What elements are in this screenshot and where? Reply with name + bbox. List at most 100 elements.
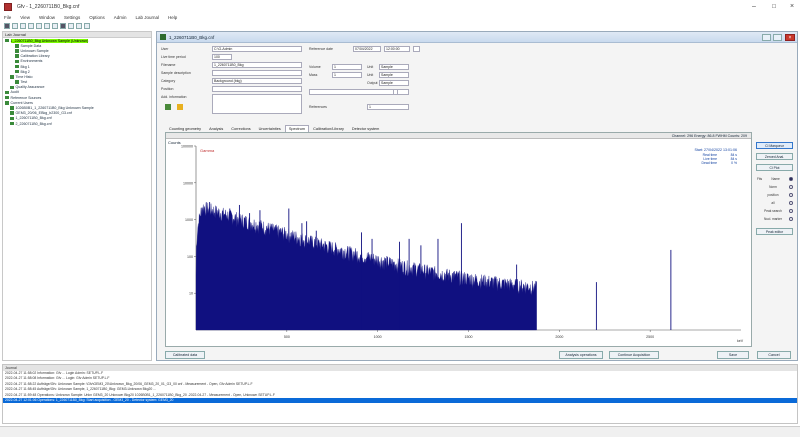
option-radio[interactable] — [789, 177, 793, 181]
chart-icon[interactable] — [76, 22, 82, 29]
journal-line[interactable]: 2022-04-27 11:58:08 Information: Gfv ...… — [5, 376, 110, 381]
tree-item[interactable]: Reference Sources — [3, 95, 151, 100]
tree-item[interactable]: Audit — [3, 90, 151, 95]
menu-options[interactable]: Options — [89, 15, 105, 20]
volume-field[interactable]: 1 — [332, 64, 362, 70]
tree-item[interactable]: GEM3_20/06_EBkg_b2300_G3.cnf — [3, 111, 151, 116]
tab-spectrum[interactable]: Spectrum — [284, 125, 310, 132]
tab-detector-system[interactable]: Detector system — [351, 127, 380, 131]
display-option[interactable]: Peak search — [757, 209, 793, 213]
tree-item[interactable]: Time Histo — [3, 74, 151, 79]
play-icon[interactable] — [60, 22, 66, 29]
continue-acquisition-button[interactable]: Continue Acquisition — [609, 351, 659, 359]
mass-field[interactable]: 1 — [332, 72, 362, 78]
analysis-operations-button[interactable]: Analysis operations — [559, 351, 603, 359]
plot-button[interactable]: Cl Plot — [756, 164, 793, 171]
tree-item-label: Bkg 1 — [20, 64, 30, 69]
output-select[interactable]: Sample — [379, 80, 409, 86]
journal-line[interactable]: 2022-04-27 11:58:02 Information: Gfv ...… — [5, 371, 104, 375]
menu-file[interactable]: File — [4, 15, 12, 20]
tree-item[interactable]: 2_2260711B0_Bkg.cnf — [3, 121, 151, 126]
cancel-button[interactable]: Cancel — [757, 351, 791, 359]
tree-item[interactable]: 1026B0B1_1_2260711B0_Bkg Unknown Sample — [3, 105, 151, 110]
tab-counting-geometry[interactable]: Counting geometry — [169, 127, 202, 131]
category-select[interactable]: Background (bkg) — [212, 78, 302, 84]
save-icon[interactable] — [4, 22, 10, 29]
display-option[interactable]: Fits Name — [757, 177, 793, 181]
calendar-icon[interactable] — [413, 46, 420, 52]
tab-uncertainties[interactable]: Uncertainties — [258, 127, 281, 131]
print-icon[interactable] — [28, 22, 34, 29]
user-field[interactable]: C:\G-Admin — [212, 46, 302, 52]
journal-line[interactable]: 2022-04-27 11:59:48 Operations: Unknown … — [5, 392, 275, 397]
new-icon[interactable] — [20, 22, 26, 29]
close-button[interactable]: × — [789, 3, 795, 10]
menu-view[interactable]: View — [20, 15, 30, 20]
tree-item[interactable]: 1_2260711B0_Bkg Unknown Sample (Unknown) — [3, 38, 151, 43]
mass-unit-select[interactable]: Sample — [379, 72, 409, 78]
tree-item[interactable]: Bkg 1 — [3, 64, 151, 69]
tree-item[interactable]: Test — [3, 80, 151, 85]
volume-unit-select[interactable]: Sample — [379, 64, 409, 70]
tree-item[interactable]: Sample Data — [3, 43, 151, 48]
option-group-label: Fits — [757, 177, 763, 181]
zero-analysis-button[interactable]: Zeroed Anal. — [756, 153, 793, 160]
tree-node-icon — [10, 121, 14, 126]
display-option[interactable]: Nucl. marker — [757, 217, 793, 221]
journal-line[interactable]: 2022-04-27 11:58:45 Aufträge/Gfv: Unknow… — [5, 387, 157, 392]
display-option[interactable]: all — [757, 201, 793, 205]
stop-icon[interactable] — [68, 22, 74, 29]
tree-item[interactable]: Current Users — [3, 100, 151, 105]
peak-editor-button[interactable]: Peak editor — [756, 228, 793, 235]
position-field[interactable] — [212, 86, 302, 92]
tree-item[interactable]: 1_2260711B0_Bkg.cnf — [3, 116, 151, 121]
menu-window[interactable]: Window — [38, 15, 55, 20]
menu-admin[interactable]: Admin — [113, 15, 127, 20]
reference-date-field[interactable]: 07/04/2022 — [353, 46, 381, 52]
option-radio[interactable] — [789, 193, 793, 197]
tree-item[interactable]: Calibration Library — [3, 54, 151, 59]
reference-time-field[interactable]: 12:00:00 — [384, 46, 410, 52]
save-button[interactable]: Save — [717, 351, 749, 359]
option-radio[interactable] — [788, 217, 793, 221]
doc-minimize-button[interactable] — [762, 34, 771, 41]
marker-button[interactable]: Cl Marqueur — [756, 142, 793, 149]
display-option[interactable]: position — [757, 193, 793, 197]
open-icon[interactable] — [12, 22, 18, 29]
sample-description-field[interactable] — [212, 70, 302, 76]
tree-item[interactable]: Quality Assurance — [3, 85, 151, 90]
display-option[interactable]: Norm — [757, 185, 793, 189]
option-radio[interactable] — [788, 201, 793, 205]
option-radio[interactable] — [788, 185, 793, 189]
menu-settings[interactable]: Settings — [63, 15, 81, 20]
help-icon[interactable] — [84, 22, 90, 29]
journal-line[interactable]: 2022-04-27 11:58:22 Aufträge/Gfv: Unknow… — [5, 381, 253, 386]
copy-icon[interactable] — [44, 22, 50, 29]
attach-icon[interactable] — [165, 104, 171, 110]
tree-item[interactable]: Environments — [3, 59, 151, 64]
calibrated-data-button[interactable]: Calibrated data — [165, 351, 205, 359]
doc-maximize-button[interactable] — [773, 34, 782, 41]
spectrum-chart[interactable]: Counts 10 100 1000 10000 100000 500 1000 1500 200… — [166, 140, 751, 347]
journal-line[interactable]: 2022-04-27 12:01:06 Operations: 1_226071… — [3, 397, 797, 404]
references-field[interactable]: 1 — [367, 104, 409, 110]
live-period-field[interactable]: 100 — [212, 54, 232, 60]
tree-item[interactable]: Bkg 2 — [3, 69, 151, 74]
minimize-button[interactable]: – — [752, 3, 756, 10]
filename-field[interactable]: 1_2260711B0_Bkg — [212, 62, 302, 68]
menu-help[interactable]: Help — [168, 15, 178, 20]
tab-corrections[interactable]: Corrections — [231, 127, 251, 131]
cut-icon[interactable] — [36, 22, 42, 29]
paste-icon[interactable] — [52, 22, 58, 29]
add-info-field[interactable] — [212, 94, 302, 114]
menu-lab-journal[interactable]: Lab Journal — [135, 15, 160, 20]
tab-analysis[interactable]: Analysis — [209, 127, 224, 131]
tab-calibration-library[interactable]: Calibration/Library — [313, 127, 344, 131]
geometry-field[interactable] — [309, 89, 409, 95]
warning-icon[interactable] — [177, 104, 183, 110]
geometry-checkbox[interactable] — [393, 89, 398, 95]
maximize-button[interactable]: ☐ — [771, 4, 777, 10]
tree-item[interactable]: Unknown Sample — [3, 48, 151, 53]
option-radio[interactable] — [789, 209, 793, 213]
doc-close-button[interactable]: × — [785, 34, 795, 41]
